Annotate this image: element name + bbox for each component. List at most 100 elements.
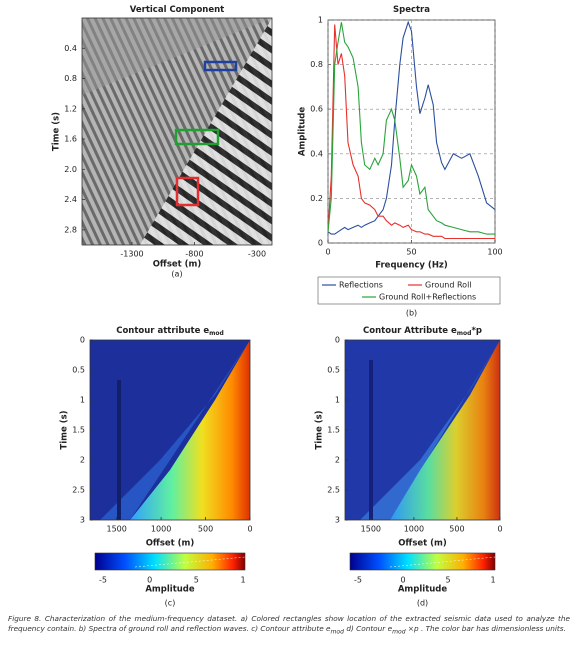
y-tick-label: 3	[80, 516, 85, 525]
y-axis-label: Time (s)	[60, 410, 70, 449]
caption-text: d) Contour e	[344, 624, 393, 633]
y-tick-label: 1	[80, 396, 85, 405]
y-tick-label: 0	[80, 336, 85, 345]
seismic-image	[82, 18, 272, 245]
x-axis-label: Frequency (Hz)	[375, 261, 448, 271]
x-tick-label: 0	[497, 525, 502, 534]
y-tick-label: 0.4	[64, 44, 77, 53]
title-text: Vertical Component	[130, 5, 224, 15]
contour-image-d	[345, 340, 500, 520]
y-tick-label: 2.8	[64, 225, 77, 234]
chart-title: Contour attribute emod	[116, 326, 224, 337]
y-tick-label: 1.5	[72, 426, 85, 435]
caption-label: Figure 8.	[8, 614, 42, 623]
title-sub: mod	[457, 330, 472, 337]
legend-box	[317, 276, 501, 305]
series-line	[327, 24, 495, 240]
colorbar	[349, 552, 496, 571]
figure: Vertical Component Offset (m) Time (s) (a) -…	[52, 5, 503, 608]
series-line	[327, 22, 495, 235]
x-tick-label: 500	[198, 525, 213, 534]
x-tick-label: 100	[487, 248, 502, 257]
y-tick-label: 0.8	[310, 60, 323, 69]
caption-text: Characterization of the medium-frequency…	[8, 614, 570, 633]
colorbar-tick-label: 5	[194, 576, 199, 585]
panel-label: (c)	[165, 599, 176, 608]
colorbar-tick-label: 1	[240, 576, 245, 585]
chart-title: Spectra	[393, 5, 430, 15]
x-tick-label: 1000	[151, 525, 171, 534]
legend-label: Reflections	[339, 281, 383, 290]
chart-title: Contour Attribute emod*p	[363, 326, 482, 337]
legend: Reflections Ground Roll Ground Roll+Reflec…	[317, 276, 501, 305]
colorbar-label: Amplitude	[398, 585, 448, 595]
colorbar	[94, 552, 246, 571]
y-tick-label: 3	[335, 516, 340, 525]
y-axis-label: Time (s)	[315, 410, 325, 449]
y-tick-label: 0	[335, 336, 340, 345]
y-tick-label: 0.6	[310, 105, 323, 114]
panel-label: (d)	[417, 599, 428, 608]
legend-label: Ground Roll	[425, 281, 472, 290]
y-tick-label: 2.0	[64, 165, 77, 174]
colorbar-tick-label: 5	[445, 576, 450, 585]
y-tick-label: 1	[335, 396, 340, 405]
caption: Figure 8. Characterization of the medium…	[8, 614, 570, 637]
plot-frame	[327, 19, 496, 244]
y-tick-label: 0.2	[310, 194, 323, 203]
x-tick-label: 500	[449, 525, 464, 534]
y-tick-label: 2.5	[327, 486, 340, 495]
y-tick-label: 0	[318, 239, 323, 248]
panel-label: (a)	[171, 270, 182, 279]
chart-title: Vertical Component	[130, 5, 224, 15]
colorbar-tick-label: 0	[147, 576, 152, 585]
colorbar-tick-label: 0	[400, 576, 405, 585]
title-suffix: *p	[471, 326, 482, 336]
x-tick-label: 1500	[361, 525, 381, 534]
title-text: Contour Attribute e	[363, 326, 457, 336]
x-tick-label: 0	[325, 248, 330, 257]
colorbar-curve	[389, 556, 496, 568]
x-tick-label: -1300	[120, 250, 143, 259]
y-tick-label: 2	[335, 456, 340, 465]
y-tick-label: 0.4	[310, 149, 323, 158]
title-text: Contour attribute e	[116, 326, 209, 336]
y-tick-label: 2	[80, 456, 85, 465]
series-line	[327, 20, 496, 235]
y-tick-label: 2.4	[64, 195, 77, 204]
x-tick-label: 50	[406, 248, 416, 257]
x-tick-label: 1000	[404, 525, 424, 534]
colorbar-tick-label: -5	[354, 576, 362, 585]
colorbar-label: Amplitude	[145, 585, 195, 595]
colorbar-tick-label: 1	[490, 576, 495, 585]
colorbar-tick-label: -5	[99, 576, 107, 585]
contour-image-c	[90, 340, 250, 520]
caption-sub: mod	[392, 628, 406, 636]
title-text: Spectra	[393, 5, 430, 15]
x-tick-label: -800	[185, 250, 203, 259]
y-tick-label: 2.5	[72, 486, 85, 495]
y-tick-label: 1	[318, 16, 323, 25]
caption-text: ×p . The color bar has dimensionless uni…	[405, 624, 566, 633]
plot-frame	[81, 17, 273, 246]
y-axis-label: Amplitude	[298, 107, 308, 157]
panel-label: (b)	[406, 309, 417, 318]
y-axis-label: Time (s)	[52, 112, 62, 151]
x-tick-label: 0	[247, 525, 252, 534]
y-tick-label: 0.5	[72, 366, 85, 375]
x-tick-label: 1500	[106, 525, 126, 534]
x-axis-label: Offset (m)	[153, 260, 202, 270]
y-tick-label: 1.2	[64, 104, 77, 113]
x-axis-label: Offset (m)	[398, 539, 447, 549]
caption-sub: mod	[330, 628, 345, 636]
y-tick-label: 0.5	[327, 366, 340, 375]
colorbar-curve	[134, 556, 246, 568]
title-sub: mod	[209, 330, 224, 337]
y-tick-label: 1.6	[64, 135, 77, 144]
x-tick-label: -300	[248, 250, 266, 259]
legend-label: Ground Roll+Reflections	[379, 293, 476, 302]
y-tick-label: 1.5	[327, 426, 340, 435]
y-tick-label: 0.8	[64, 74, 77, 83]
x-axis-label: Offset (m)	[146, 539, 195, 549]
